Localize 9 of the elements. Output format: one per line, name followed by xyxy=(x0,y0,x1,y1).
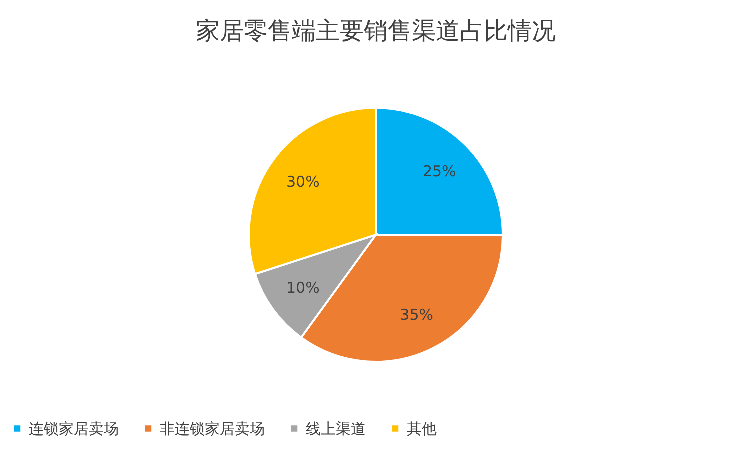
data-label: 30% xyxy=(286,173,320,192)
data-label: 35% xyxy=(400,306,434,324)
legend-label: 连锁家居卖场 xyxy=(29,420,119,438)
legend-label: 非连锁家居卖场 xyxy=(160,420,265,438)
data-label: 25% xyxy=(422,162,456,180)
chart-title: 家居零售端主要销售渠道占比情况 xyxy=(196,17,556,45)
legend-label: 线上渠道 xyxy=(306,420,366,438)
data-label: 10% xyxy=(286,278,320,297)
legend-label: 其他 xyxy=(407,420,437,438)
